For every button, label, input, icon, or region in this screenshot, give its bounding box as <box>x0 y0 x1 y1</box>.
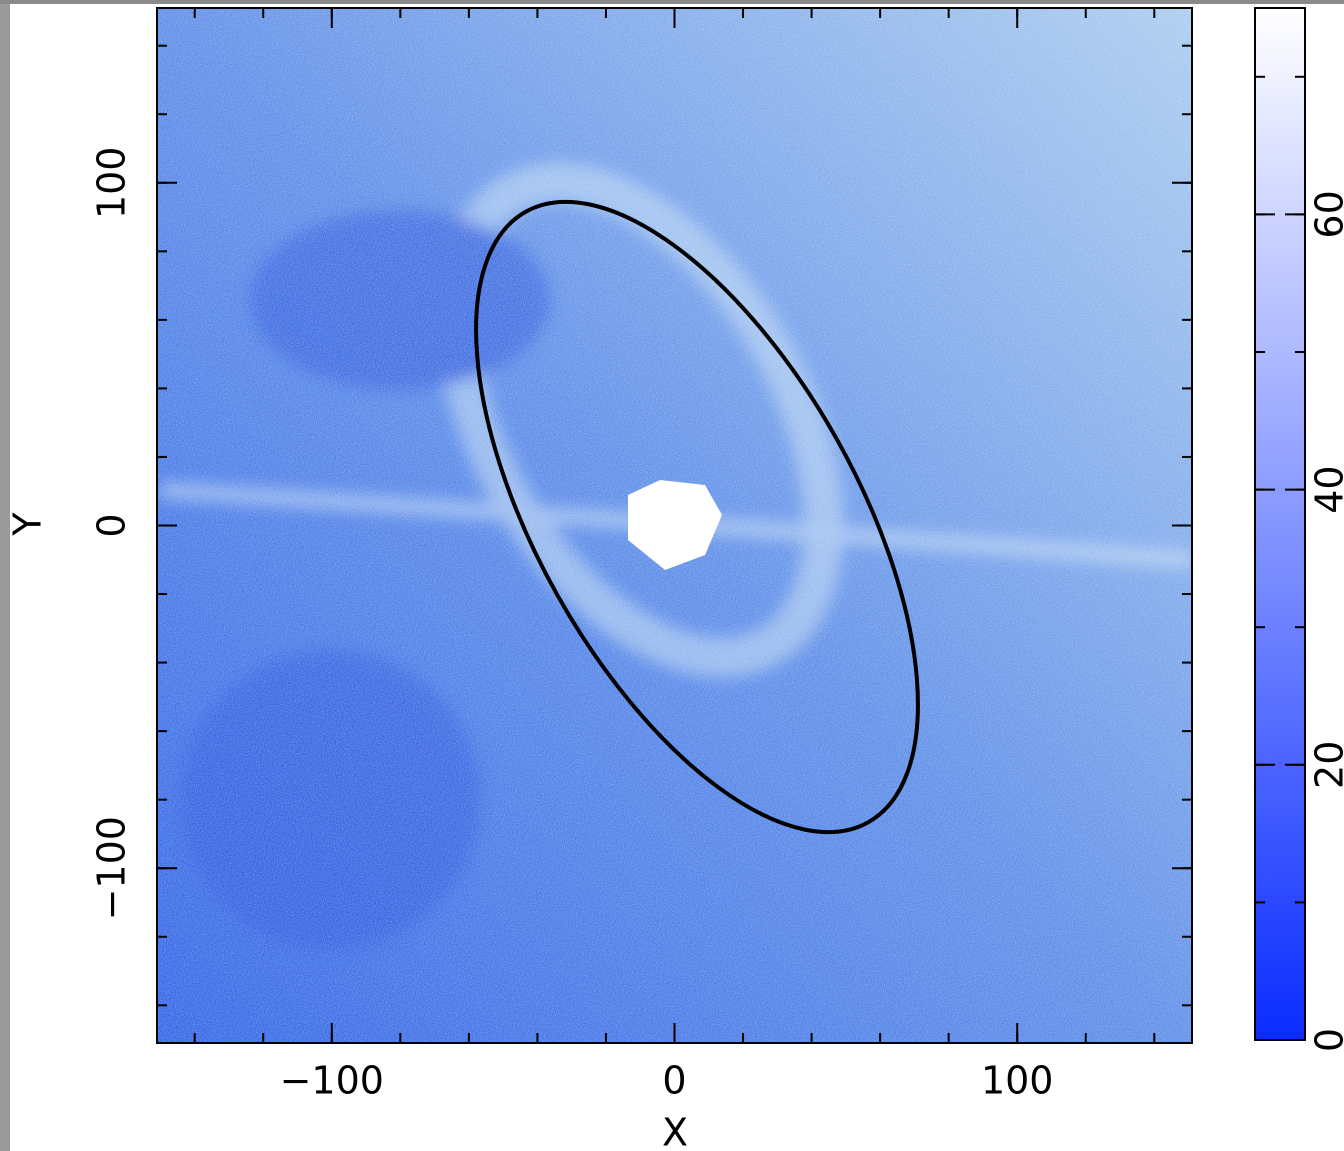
y-axis-label: Y <box>6 512 50 537</box>
y-tick-label: −100 <box>90 816 134 920</box>
colorbar-tick-label: 20 <box>1308 741 1344 789</box>
x-tick-label: 100 <box>981 1059 1054 1103</box>
image <box>157 8 1192 1043</box>
y-tick-label: 100 <box>90 147 134 220</box>
y-tick-label: 0 <box>90 513 134 537</box>
window-edge <box>0 0 1344 4</box>
star <box>628 480 722 570</box>
colorbar-tick-label: 40 <box>1308 465 1344 513</box>
window-edge <box>0 0 10 1151</box>
colorbar-tick-label: 0 <box>1308 1028 1344 1052</box>
x-axis-label: X <box>662 1111 688 1151</box>
x-tick-label: 0 <box>662 1059 686 1103</box>
colorbar-tick-label: 60 <box>1308 190 1344 238</box>
ellipse <box>474 199 920 835</box>
x-tick-label: −100 <box>280 1059 384 1103</box>
colorbar <box>1254 7 1306 1041</box>
